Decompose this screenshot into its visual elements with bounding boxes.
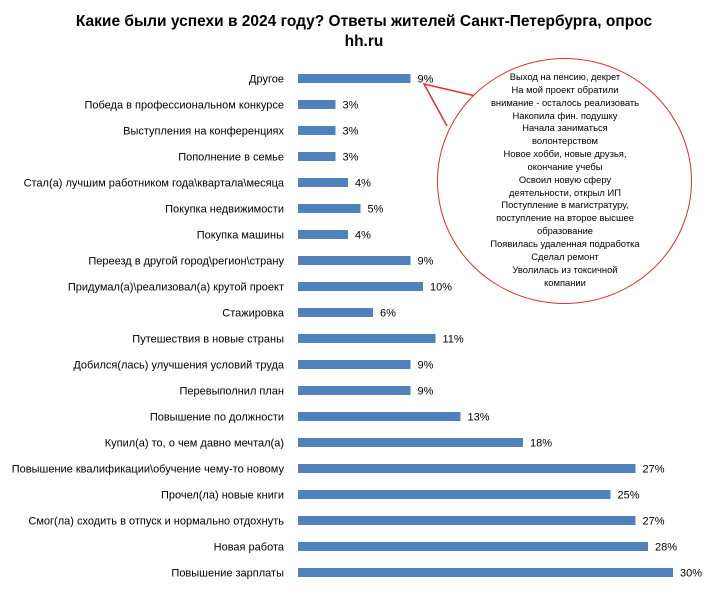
category-label: Купил(а) то, о чем давно мечтал(а) bbox=[105, 438, 284, 450]
bar bbox=[298, 282, 423, 291]
bar bbox=[298, 204, 361, 213]
category-label: Повышение квалификации\обучение чему-то … bbox=[12, 464, 285, 476]
callout-line: компании bbox=[544, 276, 586, 288]
bar bbox=[298, 516, 636, 525]
chart-title-line-1: Какие были успехи в 2024 году? Ответы жи… bbox=[75, 13, 653, 30]
callout-line: Накопила фин. подушку bbox=[512, 109, 618, 121]
category-label: Путешествия в новые страны bbox=[132, 334, 284, 346]
callout-pointer-shape bbox=[422, 82, 481, 127]
category-label: Победа в профессиональном конкурсе bbox=[84, 100, 284, 112]
bar bbox=[298, 334, 436, 343]
bar bbox=[298, 100, 336, 109]
chart-title: Какие были успехи в 2024 году? Ответы жи… bbox=[0, 12, 728, 52]
category-label: Повышение зарплаты bbox=[171, 568, 284, 580]
callout-line: Начала заниматься bbox=[522, 122, 608, 134]
bar-value-label: 27% bbox=[643, 464, 665, 476]
callout-line: окончание учебы bbox=[527, 160, 603, 172]
callout-line: внимание - осталось реализовать bbox=[490, 96, 640, 108]
bar-value-label: 6% bbox=[380, 308, 396, 320]
category-label: Добился(лась) улучшения условий труда bbox=[73, 360, 285, 372]
category-label: Переезд в другой город\регион\страну bbox=[88, 256, 284, 268]
category-label: Повышение по должности bbox=[150, 412, 284, 424]
callout-line: Новое хобби, новые друзья, bbox=[503, 148, 627, 160]
category-label: Стажировка bbox=[222, 308, 285, 320]
bar bbox=[298, 412, 461, 421]
callout-line: Уволилась из токсичной bbox=[512, 263, 618, 275]
callout-line: Появилась удаленная подработка bbox=[490, 237, 640, 249]
bar bbox=[298, 542, 648, 551]
callout-line: деятельности, открыл ИП bbox=[509, 186, 621, 198]
category-label: Придумал(а)\реализовал(а) крутой проект bbox=[68, 282, 284, 294]
bar-value-label: 3% bbox=[343, 126, 359, 138]
bar bbox=[298, 308, 373, 317]
callout-line: На мой проект обратили bbox=[511, 83, 619, 95]
bar-value-label: 10% bbox=[430, 282, 452, 294]
bar-value-label: 27% bbox=[643, 516, 665, 528]
bar-value-label: 9% bbox=[418, 256, 434, 268]
bar bbox=[298, 464, 636, 473]
bar-value-label: 4% bbox=[355, 230, 371, 242]
callout-pointer bbox=[422, 82, 481, 127]
bar-value-label: 9% bbox=[418, 360, 434, 372]
bar bbox=[298, 386, 411, 395]
bar bbox=[298, 256, 411, 265]
category-label: Выступления на конференциях bbox=[123, 126, 284, 138]
bar bbox=[298, 74, 411, 83]
bar-value-label: 28% bbox=[655, 542, 677, 554]
bar-value-label: 11% bbox=[443, 334, 464, 346]
bar bbox=[298, 360, 411, 369]
callout-text: Выход на пенсию, декрет На мой проект обр… bbox=[476, 71, 654, 289]
callout-line: Выход на пенсию, декрет bbox=[509, 71, 621, 82]
category-label: Перевыполнил план bbox=[179, 386, 284, 398]
callout-line: поступление на второе высшее bbox=[496, 212, 634, 224]
bar-value-label: 9% bbox=[418, 386, 434, 398]
value-labels: 9% 3% 3% 3% 4% 5% 4% 9% 10% 6% 11% 9% 9% 13% 18% 27% 25%… bbox=[343, 74, 703, 580]
category-labels: Другое Победа в профессиональном конкурсе… bbox=[12, 74, 285, 580]
bars bbox=[298, 74, 673, 577]
bar-value-label: 4% bbox=[355, 178, 371, 190]
category-label: Стал(а) лучшим работником года\квартала\… bbox=[24, 178, 285, 190]
bar-value-label: 25% bbox=[618, 490, 640, 502]
callout-line: волонтерством bbox=[532, 135, 598, 147]
bar bbox=[298, 178, 348, 187]
callout-line: Освоил новую сферу bbox=[518, 173, 612, 185]
bar bbox=[298, 152, 336, 161]
bar-value-label: 30% bbox=[680, 568, 702, 580]
bar bbox=[298, 126, 336, 135]
bar-value-label: 18% bbox=[530, 438, 552, 450]
bar bbox=[298, 490, 611, 499]
bar-value-label: 5% bbox=[368, 204, 384, 216]
category-label: Прочел(ла) новые книги bbox=[161, 490, 284, 502]
callout-line: Сделал ремонт bbox=[531, 250, 599, 262]
chart-title-line-2: hh.ru bbox=[344, 33, 384, 50]
bar-value-label: 9% bbox=[418, 74, 434, 86]
bar bbox=[298, 568, 673, 577]
callout-line: Поступление в магистратуру, bbox=[501, 199, 629, 211]
category-label: Смог(ла) сходить в отпуск и нормально от… bbox=[28, 516, 284, 528]
category-label: Новая работа bbox=[214, 542, 285, 554]
callout-line: образование bbox=[536, 225, 594, 237]
category-label: Пополнение в семье bbox=[178, 152, 284, 164]
category-label: Покупка недвижимости bbox=[165, 204, 284, 216]
bar-value-label: 13% bbox=[468, 412, 490, 424]
bar bbox=[298, 230, 348, 239]
bar-value-label: 3% bbox=[343, 100, 359, 112]
bar-value-label: 3% bbox=[343, 152, 359, 164]
bar bbox=[298, 438, 523, 447]
category-label: Покупка машины bbox=[197, 230, 284, 242]
category-label: Другое bbox=[249, 74, 284, 86]
callout-bubble bbox=[437, 58, 692, 304]
